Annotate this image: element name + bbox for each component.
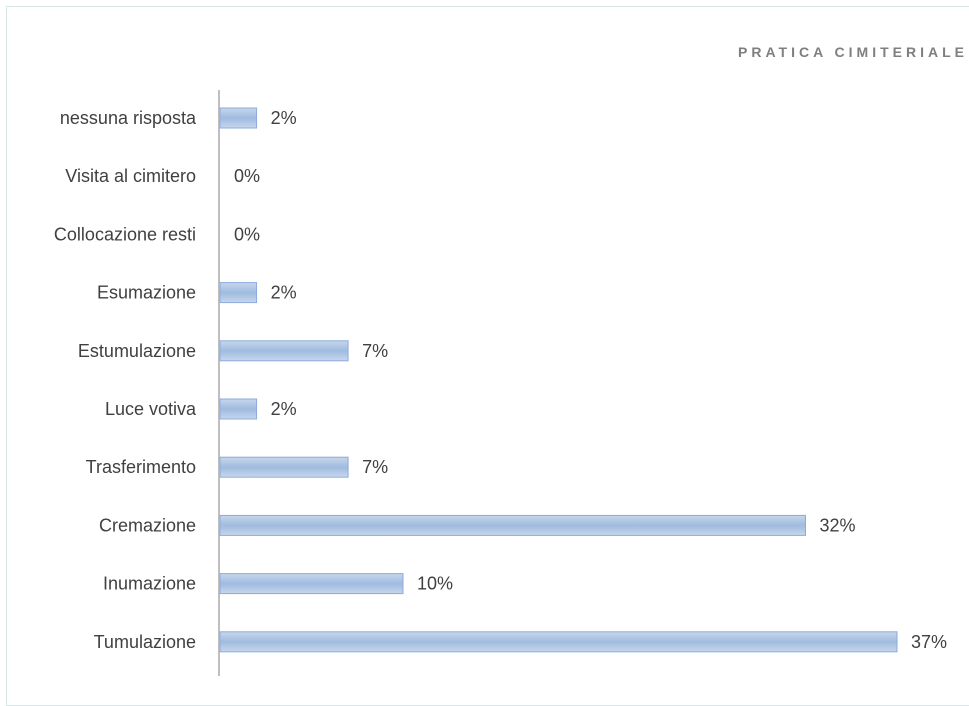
bar [219, 631, 898, 653]
category-label: Trasferimento [86, 457, 196, 477]
value-label: 37% [911, 632, 947, 652]
chart-title: PRATICA CIMITERIALE [738, 44, 968, 60]
value-label: 0% [234, 224, 260, 244]
value-label: 2% [271, 283, 297, 303]
value-label: 7% [362, 341, 388, 361]
value-label: 10% [417, 574, 453, 594]
value-label: 2% [271, 108, 297, 128]
category-label: nessuna risposta [60, 108, 197, 128]
category-label: Inumazione [103, 574, 196, 594]
value-label: 32% [820, 515, 856, 535]
value-label: 7% [362, 457, 388, 477]
category-label: Collocazione resti [54, 224, 196, 244]
category-label: Tumulazione [94, 632, 196, 652]
bar [219, 573, 404, 595]
value-label: 0% [234, 166, 260, 186]
bar [219, 514, 807, 536]
category-label: Esumazione [97, 283, 196, 303]
bar [219, 398, 258, 420]
chart-frame [6, 6, 969, 706]
bar [219, 456, 349, 478]
bar [219, 107, 258, 129]
bar [219, 282, 258, 304]
category-label: Luce votiva [105, 399, 197, 419]
category-label: Cremazione [99, 515, 196, 535]
bar [219, 340, 349, 362]
category-label: Estumulazione [78, 341, 196, 361]
value-label: 2% [271, 399, 297, 419]
category-label: Visita al cimitero [65, 166, 196, 186]
